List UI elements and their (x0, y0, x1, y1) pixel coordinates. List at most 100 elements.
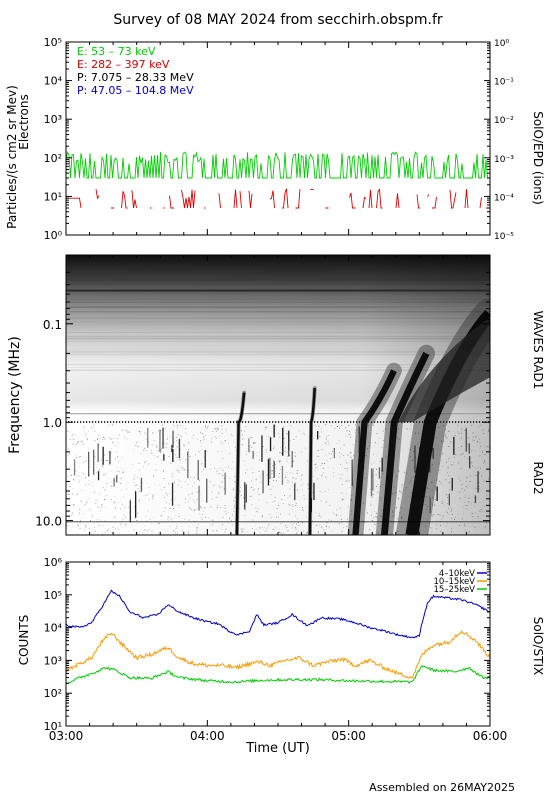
rad2-speck (291, 481, 293, 483)
rad2-speck (475, 487, 477, 489)
rad2-speck (349, 452, 351, 454)
rad2-speck (164, 428, 166, 430)
rad2-streak (97, 443, 99, 462)
rad2-speck (177, 427, 178, 429)
rad2-speck (282, 534, 283, 535)
rad2-speck (222, 442, 224, 444)
rad2-speck (198, 451, 200, 453)
rad2-speck (425, 456, 427, 457)
rad2-speck (385, 456, 387, 458)
rad1-rad2-boundary-dot (344, 421, 346, 423)
rad2-speck (115, 445, 117, 446)
rad2-speck (347, 506, 349, 508)
rad2-speck (376, 468, 378, 470)
rad2-speck (338, 440, 340, 442)
rad2-speck (270, 488, 272, 490)
rad2-noise (66, 424, 490, 535)
rad2-speck (249, 495, 251, 497)
rad2-speck (419, 433, 421, 435)
rad2-streak (436, 486, 438, 501)
rad2-speck (229, 477, 231, 479)
rad2-speck (464, 530, 466, 532)
rad2-speck (193, 500, 195, 502)
rad2-speck (222, 517, 224, 518)
rad2-speck (68, 516, 70, 518)
rad2-speck (113, 502, 115, 503)
rad2-speck (212, 431, 214, 432)
rad2-speck (88, 527, 90, 529)
rad2-speck (286, 433, 288, 434)
rad2-speck (379, 461, 381, 462)
stix-legend-entry: 10–15keV (433, 577, 475, 587)
rad2-speck (104, 499, 106, 501)
rad2-speck (340, 464, 341, 465)
rad2-speck (229, 517, 231, 519)
rad2-speck (426, 508, 428, 510)
rad2-speck (345, 497, 347, 499)
rad2-speck (336, 426, 338, 427)
rad1-rad2-boundary-dot (164, 421, 166, 423)
rad2-speck (224, 507, 226, 509)
rad2-speck (176, 526, 178, 528)
rad2-streak (197, 459, 199, 480)
rad2-speck (462, 506, 464, 508)
rad2-speck (461, 432, 463, 434)
rad1-rad2-boundary-dot (290, 421, 292, 423)
rad2-speck (120, 525, 122, 526)
rad2-speck (346, 479, 348, 481)
rad2-speck (250, 487, 252, 488)
rad2-speck (294, 483, 296, 484)
rad2-speck (432, 504, 433, 506)
rad1-rad2-boundary-dot (332, 421, 334, 423)
rad2-speck (85, 510, 87, 512)
rad2-speck (357, 428, 359, 430)
rad2-speck (482, 451, 484, 453)
rad2-speck (85, 433, 87, 435)
rad2-speck (228, 442, 230, 444)
rad2-speck (430, 482, 432, 484)
rad2-speck (325, 442, 326, 444)
rad2-speck (215, 428, 217, 430)
rad1-rad2-boundary-dot (146, 421, 148, 423)
rad2-speck (318, 512, 320, 514)
spectrogram-band (66, 289, 490, 292)
rad2-speck (100, 519, 102, 521)
rad2-speck (120, 508, 121, 510)
rad2-speck (245, 472, 246, 474)
rad2-speck (364, 477, 366, 479)
rad2-speck (359, 472, 361, 474)
rad1-rad2-boundary-dot (119, 421, 121, 423)
rad2-speck (370, 514, 372, 516)
rad2-speck (104, 438, 106, 440)
rad2-speck (126, 429, 127, 431)
rad2-speck (174, 498, 176, 499)
rad2-speck (326, 501, 327, 503)
stix-ytick-label: 10¹ (44, 720, 62, 733)
rad2-speck (296, 532, 297, 534)
rad2-speck (256, 511, 258, 513)
rad2-speck (439, 514, 441, 516)
rad2-speck (117, 456, 118, 458)
rad2-speck (116, 502, 118, 504)
rad2-speck (447, 468, 449, 470)
rad1-rad2-boundary-dot (371, 421, 373, 423)
rad2-speck (448, 446, 450, 447)
rad2-speck (411, 476, 413, 478)
rad2-speck (66, 525, 68, 527)
rad2-speck (315, 463, 316, 465)
rad2-speck (289, 424, 291, 426)
rad2-speck (342, 527, 344, 529)
rad2-speck (176, 457, 178, 459)
rad2-speck (188, 526, 190, 528)
rad2-speck (116, 466, 118, 468)
rad2-speck (484, 460, 485, 462)
rad2-speck (234, 481, 236, 483)
rad2-speck (457, 425, 459, 426)
rad2-speck (67, 494, 69, 496)
rad2-speck (73, 434, 75, 435)
rad2-speck (314, 470, 316, 472)
rad2-speck (376, 433, 378, 435)
rad2-streak (313, 482, 315, 501)
rad2-speck (324, 442, 326, 444)
